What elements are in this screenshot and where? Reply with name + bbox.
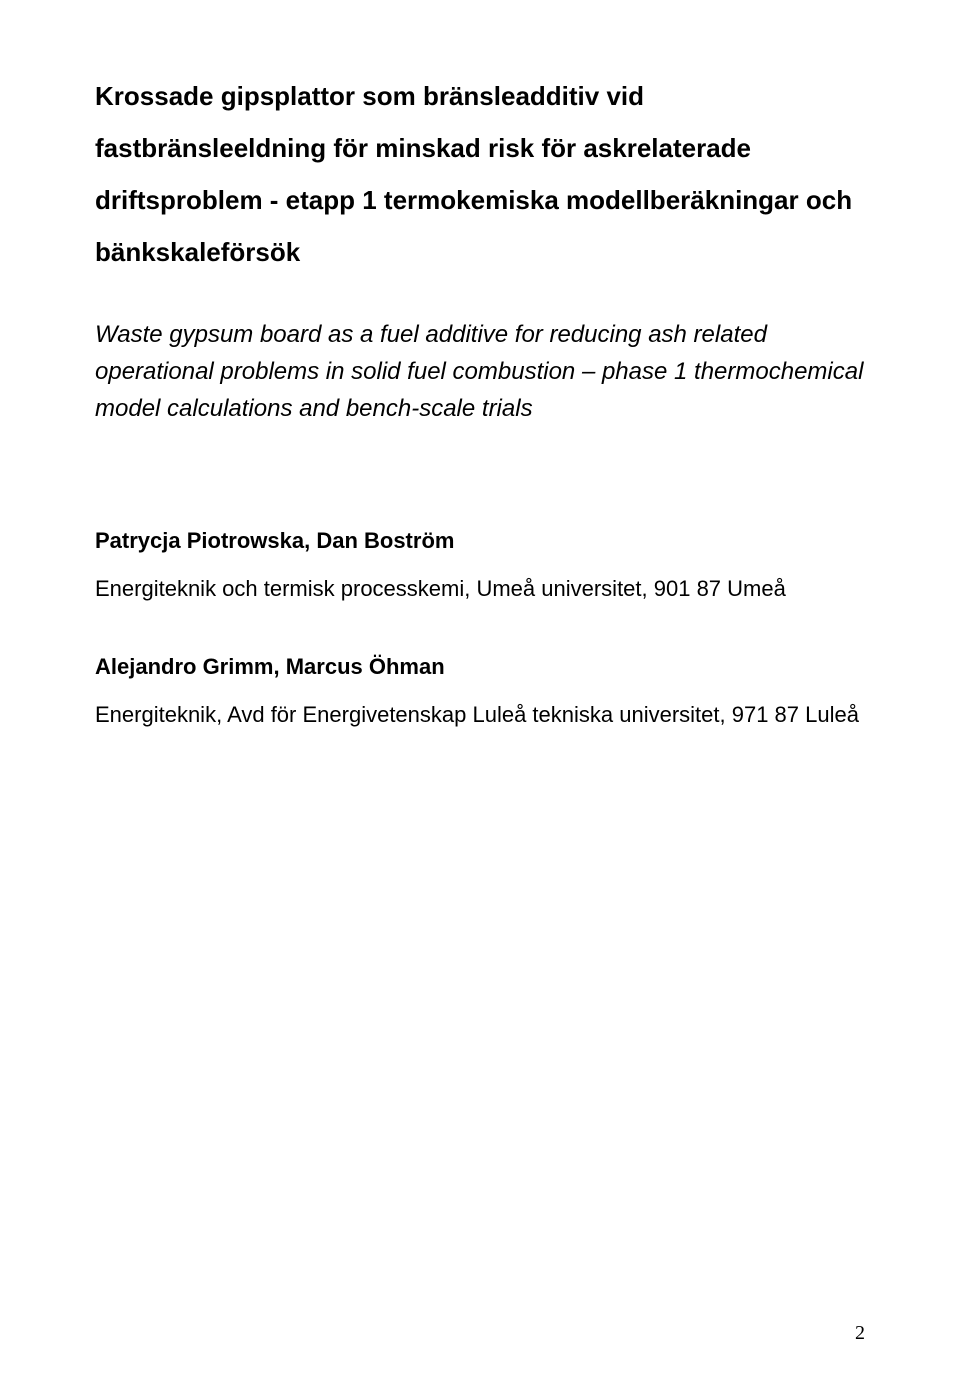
document-title: Krossade gipsplattor som bränsleadditiv …: [95, 70, 865, 278]
author-affiliation-2: Energiteknik, Avd för Energivetenskap Lu…: [95, 702, 865, 728]
page: Krossade gipsplattor som bränsleadditiv …: [0, 0, 960, 1379]
document-subtitle: Waste gypsum board as a fuel additive fo…: [95, 316, 865, 428]
page-number: 2: [855, 1322, 865, 1345]
author-affiliation-1: Energiteknik och termisk processkemi, Um…: [95, 576, 865, 602]
author-names-1: Patrycja Piotrowska, Dan Boström: [95, 528, 865, 554]
author-names-2: Alejandro Grimm, Marcus Öhman: [95, 654, 865, 680]
